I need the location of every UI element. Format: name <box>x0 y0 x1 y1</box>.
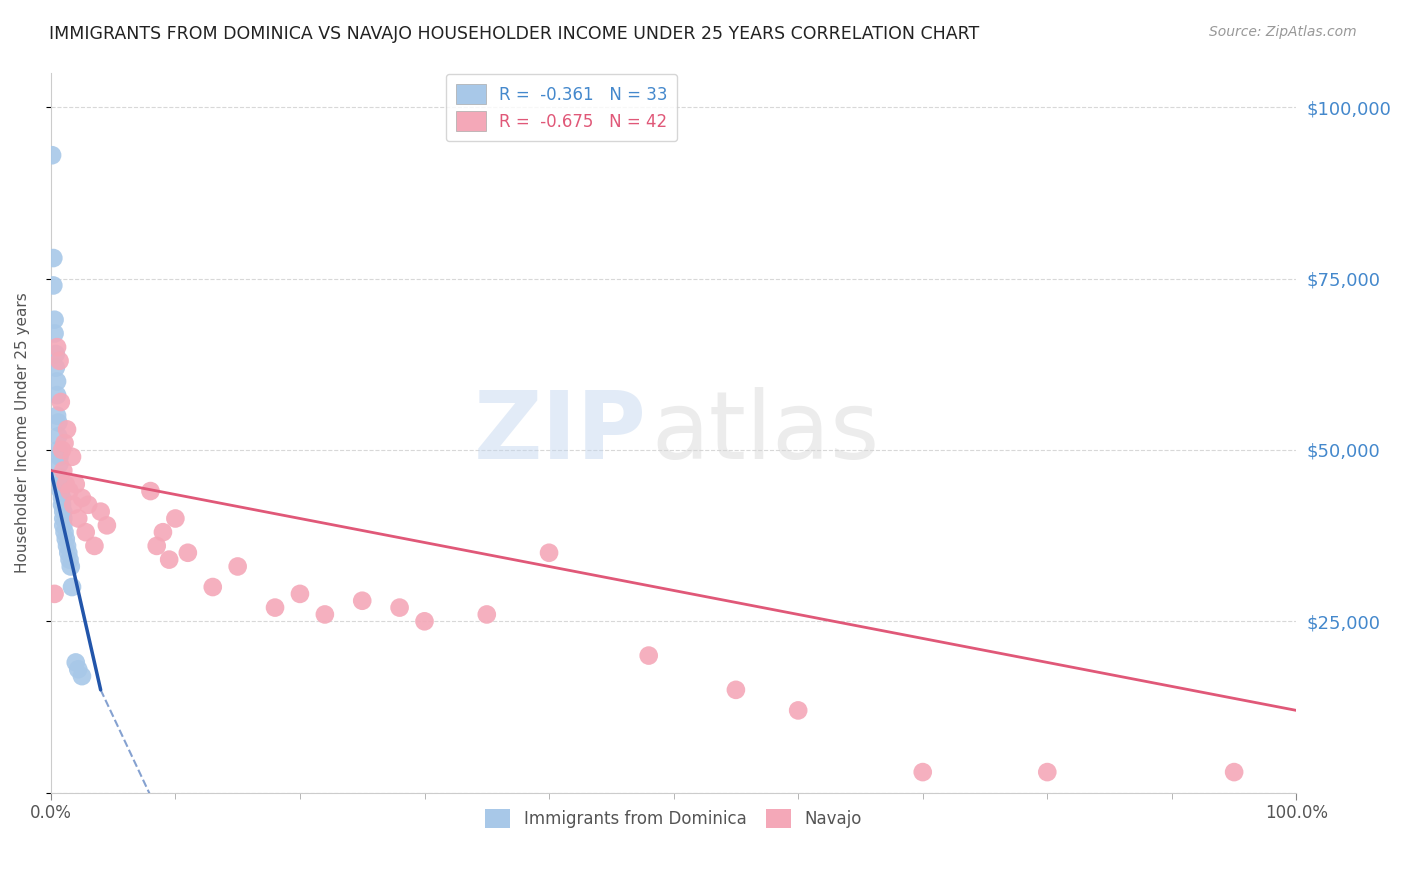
Point <box>42 251 65 265</box>
Point <box>1036 765 1059 780</box>
Legend: Immigrants from Dominica, Navajo: Immigrants from Dominica, Navajo <box>478 802 869 835</box>
Point <box>83 539 105 553</box>
Point <box>96 518 118 533</box>
Point <box>58 484 80 499</box>
Point <box>56 422 79 436</box>
Point <box>46 409 69 423</box>
Point <box>51 498 73 512</box>
Point <box>314 607 336 622</box>
Point <box>48 457 70 471</box>
Point <box>413 615 436 629</box>
Point <box>77 498 100 512</box>
Point <box>41 148 63 162</box>
Point <box>75 525 97 540</box>
Point <box>46 416 69 430</box>
Point <box>56 539 79 553</box>
Y-axis label: Householder Income Under 25 years: Householder Income Under 25 years <box>15 293 30 574</box>
Point <box>48 450 70 464</box>
Point <box>388 600 411 615</box>
Point <box>60 580 83 594</box>
Point <box>45 360 67 375</box>
Point <box>139 484 162 499</box>
Text: atlas: atlas <box>651 387 879 479</box>
Point <box>44 587 66 601</box>
Text: ZIP: ZIP <box>474 387 647 479</box>
Point <box>65 656 87 670</box>
Point <box>46 375 69 389</box>
Point <box>70 669 93 683</box>
Point <box>67 511 90 525</box>
Point <box>787 703 810 717</box>
Point <box>637 648 659 663</box>
Point <box>52 518 75 533</box>
Point <box>58 546 80 560</box>
Point <box>44 312 66 326</box>
Point <box>1223 765 1246 780</box>
Point <box>724 682 747 697</box>
Point <box>90 505 112 519</box>
Point <box>46 429 69 443</box>
Point <box>145 539 167 553</box>
Point <box>46 340 69 354</box>
Point <box>59 559 82 574</box>
Point <box>51 491 73 505</box>
Point <box>49 484 72 499</box>
Point <box>911 765 934 780</box>
Point <box>475 607 498 622</box>
Point <box>226 559 249 574</box>
Point <box>49 477 72 491</box>
Point <box>62 498 84 512</box>
Point <box>538 546 561 560</box>
Text: IMMIGRANTS FROM DOMINICA VS NAVAJO HOUSEHOLDER INCOME UNDER 25 YEARS CORRELATION: IMMIGRANTS FROM DOMINICA VS NAVAJO HOUSE… <box>49 25 980 43</box>
Point <box>288 587 311 601</box>
Point <box>45 347 67 361</box>
Point <box>58 552 80 566</box>
Point <box>70 491 93 505</box>
Point <box>42 278 65 293</box>
Point <box>44 326 66 341</box>
Point <box>67 662 90 676</box>
Point <box>53 525 76 540</box>
Point <box>51 442 73 457</box>
Point <box>152 525 174 540</box>
Point <box>55 532 77 546</box>
Point <box>352 593 374 607</box>
Point <box>165 511 187 525</box>
Point <box>60 450 83 464</box>
Point <box>48 354 70 368</box>
Point <box>46 388 69 402</box>
Point <box>157 552 180 566</box>
Point <box>46 442 69 457</box>
Point <box>52 511 75 525</box>
Point <box>264 600 287 615</box>
Point <box>52 505 75 519</box>
Text: Source: ZipAtlas.com: Source: ZipAtlas.com <box>1209 25 1357 39</box>
Point <box>65 477 87 491</box>
Point <box>201 580 224 594</box>
Point <box>52 463 75 477</box>
Point <box>48 470 70 484</box>
Point <box>55 477 77 491</box>
Point <box>53 436 76 450</box>
Point <box>49 395 72 409</box>
Point <box>177 546 200 560</box>
